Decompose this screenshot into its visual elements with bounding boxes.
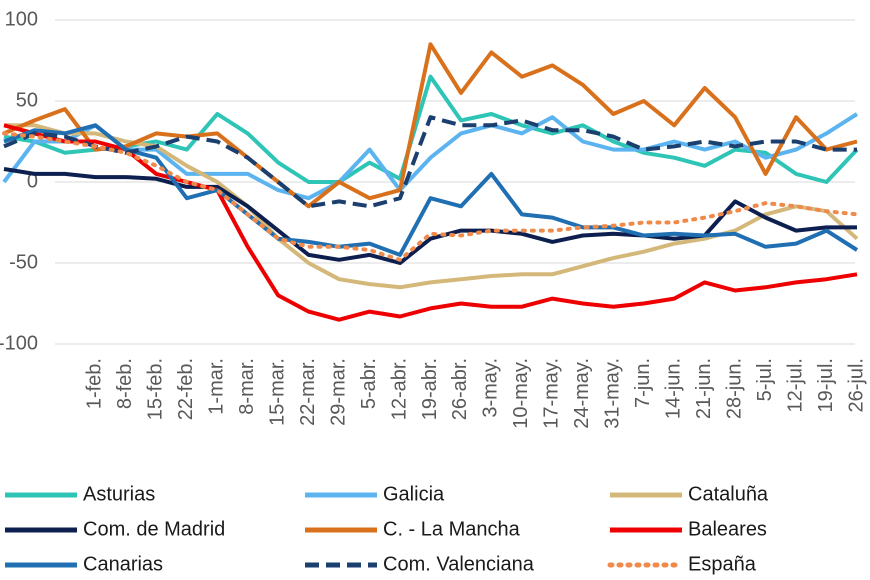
legend-label: C. - La Mancha — [383, 518, 521, 540]
x-tick-label: 10-may. — [510, 358, 532, 429]
legend-label: Asturias — [83, 483, 155, 505]
x-tick-label: 19-abr. — [419, 358, 441, 420]
legend: Asturias Galicia Cataluña Com. de Madrid C. … — [5, 483, 769, 575]
x-tick-label: 22-mar. — [297, 358, 319, 426]
series-line — [3, 74, 859, 184]
y-tick-label: 0 — [27, 170, 38, 192]
legend-label: Cataluña — [688, 483, 769, 505]
y-tick-label: -100 — [0, 332, 38, 354]
x-tick-label: 1-mar. — [206, 358, 228, 415]
series-line — [3, 42, 858, 209]
series-line — [3, 167, 857, 265]
x-tick-label: 8-mar. — [236, 358, 258, 415]
x-tick-label: 14-jun. — [662, 358, 684, 419]
legend-label: Galicia — [383, 483, 445, 505]
legend-label: Com. Valenciana — [383, 553, 535, 575]
y-tick-label: 50 — [16, 89, 38, 111]
x-tick-label: 26-jul. — [845, 358, 867, 412]
x-tick-label: 5-jul. — [754, 358, 776, 401]
x-tick-label: 3-may. — [480, 358, 502, 418]
x-tick-label: 5-abr. — [358, 358, 380, 409]
x-tick-label: 24-may. — [571, 358, 593, 429]
x-tick-label: 29-mar. — [327, 358, 349, 426]
x-tick-label: 22-feb. — [175, 358, 197, 420]
x-tick-label: 7-jun. — [632, 358, 654, 408]
x-tick-label: 1-feb. — [84, 358, 106, 409]
legend-label: Baleares — [688, 518, 767, 540]
x-tick-label: 28-jun. — [723, 358, 745, 419]
y-tick-label: -50 — [9, 251, 38, 273]
x-tick-label: 26-abr. — [449, 358, 471, 420]
x-tick-label: 8-feb. — [114, 358, 136, 409]
x-tick-label: 17-may. — [541, 358, 563, 429]
series-line — [3, 123, 858, 322]
series-line — [3, 115, 857, 209]
legend-label: Canarias — [83, 553, 163, 575]
x-tick-label: 19-jul. — [815, 358, 837, 412]
series-line — [2, 131, 859, 262]
legend-label: Com. de Madrid — [83, 518, 225, 540]
x-tick-label: 21-jun. — [693, 358, 715, 419]
x-tick-label: 15-feb. — [145, 358, 167, 420]
x-tick-label: 15-mar. — [266, 358, 288, 426]
x-tick-label: 12-abr. — [388, 358, 410, 420]
x-tick-label: 31-may. — [602, 358, 624, 429]
y-tick-label: 100 — [5, 8, 38, 30]
x-tick-label: 12-jul. — [784, 358, 806, 412]
series-line — [3, 123, 859, 257]
legend-label: España — [688, 553, 757, 575]
